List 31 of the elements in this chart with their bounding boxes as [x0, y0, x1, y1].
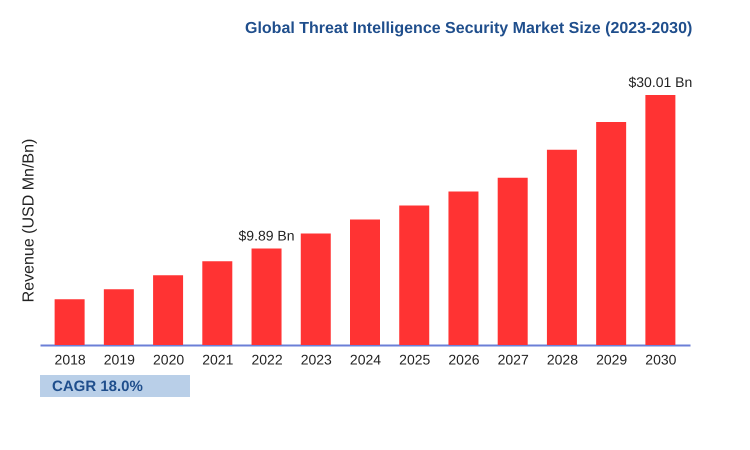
x-tick-label: 2026 [448, 352, 480, 368]
text: CAGR 18.0% [52, 378, 143, 395]
x-tick-label: 2019 [104, 352, 136, 368]
annotation: $30.01 Bn [628, 74, 692, 90]
x-tick-label: 2029 [596, 352, 628, 368]
x-tick-label: 2024 [350, 352, 382, 368]
bar [300, 234, 331, 345]
bar [153, 275, 184, 345]
bar [546, 150, 577, 345]
x-tick-label: 2025 [399, 352, 431, 368]
x-tick-label: 2018 [54, 352, 86, 368]
bar [448, 192, 478, 345]
x-tick-label: 2030 [645, 352, 677, 368]
x-tick-label: 2023 [300, 352, 332, 368]
x-tick-label: 2021 [202, 352, 234, 368]
bar [54, 299, 85, 345]
bar [498, 178, 528, 345]
bar [399, 206, 430, 345]
x-tick-label: 2028 [546, 352, 578, 368]
bar [350, 220, 380, 345]
y-axis-title: Revenue (USD Mn/Bn) [20, 138, 38, 302]
x-tick-label: 2022 [251, 352, 283, 368]
bar [645, 95, 676, 345]
x-tick-label: 2020 [153, 352, 184, 368]
bar [104, 289, 134, 345]
bar [252, 248, 282, 345]
annotation: $9.89 Bn [238, 228, 295, 244]
chart-title: Global Threat Intelligence Security Market Size (2023-2030) [245, 20, 692, 37]
x-tick-label: 2027 [498, 352, 529, 368]
bar [596, 122, 626, 345]
bar [202, 261, 232, 345]
